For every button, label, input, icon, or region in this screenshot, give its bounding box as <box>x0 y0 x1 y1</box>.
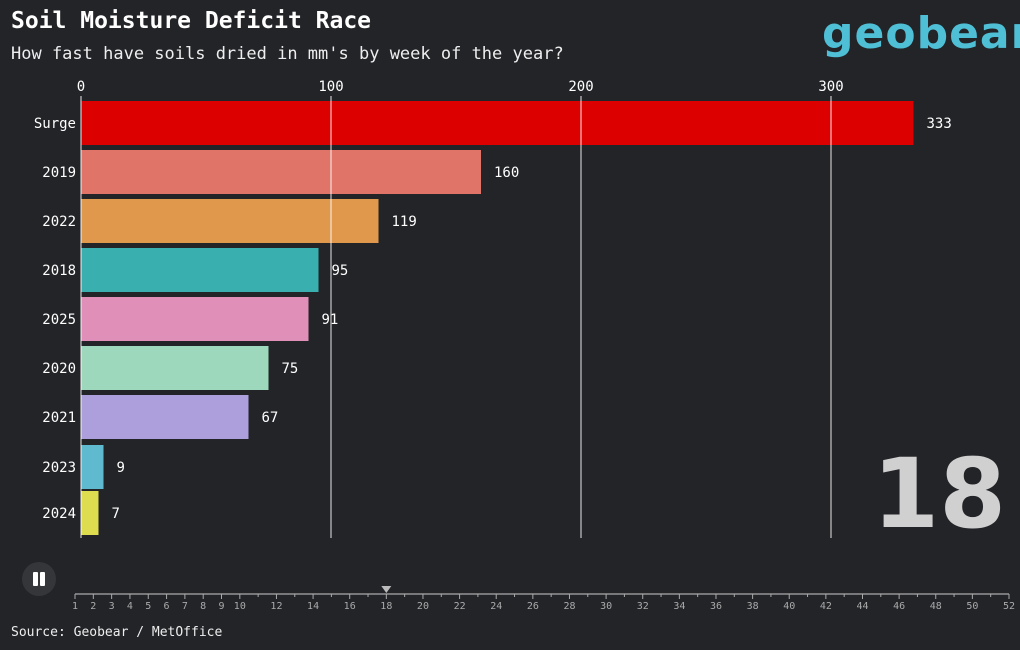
bar-2024 <box>81 491 99 535</box>
timeline-label: 20 <box>417 601 429 612</box>
value-label: 75 <box>282 361 299 377</box>
timeline-label: 44 <box>856 601 868 612</box>
timeline-label: 50 <box>966 601 978 612</box>
timeline-label: 34 <box>673 601 685 612</box>
week-number: 18 <box>872 438 1006 550</box>
category-label: 2024 <box>42 506 76 522</box>
timeline-label: 48 <box>930 601 942 612</box>
page-title: Soil Moisture Deficit Race <box>11 8 372 34</box>
timeline-label: 30 <box>600 601 612 612</box>
timeline-label: 32 <box>637 601 649 612</box>
category-label: 2022 <box>42 214 76 230</box>
timeline-label: 36 <box>710 601 722 612</box>
timeline-label: 46 <box>893 601 905 612</box>
timeline-label: 2 <box>90 601 96 612</box>
bar-2021 <box>81 395 249 439</box>
value-label: 7 <box>112 506 120 522</box>
source-note: Source: Geobear / MetOffice <box>11 625 223 640</box>
geobear-logo: geobear <box>822 8 1020 59</box>
timeline-label: 18 <box>380 601 392 612</box>
timeline-label: 38 <box>747 601 759 612</box>
x-tick-label: 0 <box>77 79 85 95</box>
x-tick-label: 100 <box>318 79 343 95</box>
value-label: 95 <box>332 263 349 279</box>
value-label: 9 <box>117 460 125 476</box>
value-label: 160 <box>494 165 519 181</box>
bar-Surge <box>81 101 914 145</box>
category-label: 2023 <box>42 460 76 476</box>
category-label: Surge <box>34 116 76 132</box>
category-label: 2019 <box>42 165 76 181</box>
timeline-label: 8 <box>200 601 206 612</box>
timeline-label: 1 <box>72 601 78 612</box>
timeline-label: 3 <box>109 601 115 612</box>
timeline-label: 4 <box>127 601 133 612</box>
timeline-label: 40 <box>783 601 795 612</box>
category-label: 2020 <box>42 361 76 377</box>
value-label: 91 <box>322 312 339 328</box>
value-label: 67 <box>262 410 279 426</box>
x-tick-label: 300 <box>818 79 843 95</box>
timeline-label: 22 <box>454 601 466 612</box>
timeline-label: 52 <box>1003 601 1015 612</box>
value-label: 333 <box>927 116 952 132</box>
timeline-label: 9 <box>218 601 224 612</box>
timeline-label: 10 <box>234 601 246 612</box>
pause-button[interactable] <box>22 562 56 596</box>
pause-icon <box>33 572 38 586</box>
timeline-label: 12 <box>270 601 282 612</box>
timeline-label: 26 <box>527 601 539 612</box>
timeline-label: 28 <box>563 601 575 612</box>
timeline-label: 14 <box>307 601 319 612</box>
timeline-label: 6 <box>164 601 170 612</box>
bar-2020 <box>81 346 269 390</box>
timeline-label: 16 <box>344 601 356 612</box>
timeline-label: 42 <box>820 601 832 612</box>
timeline-handle[interactable] <box>381 586 392 593</box>
timeline-label: 24 <box>490 601 502 612</box>
timeline-label: 7 <box>182 601 188 612</box>
bar-2022 <box>81 199 379 243</box>
page-subtitle: How fast have soils dried in mm's by wee… <box>11 44 564 64</box>
bar-2018 <box>81 248 319 292</box>
x-tick-label: 200 <box>568 79 593 95</box>
bar-2023 <box>81 445 104 489</box>
category-label: 2018 <box>42 263 76 279</box>
bar-2025 <box>81 297 309 341</box>
bar-2019 <box>81 150 481 194</box>
pause-icon-bar <box>40 572 45 586</box>
value-label: 119 <box>392 214 417 230</box>
category-label: 2025 <box>42 312 76 328</box>
category-label: 2021 <box>42 410 76 426</box>
timeline-label: 5 <box>145 601 151 612</box>
